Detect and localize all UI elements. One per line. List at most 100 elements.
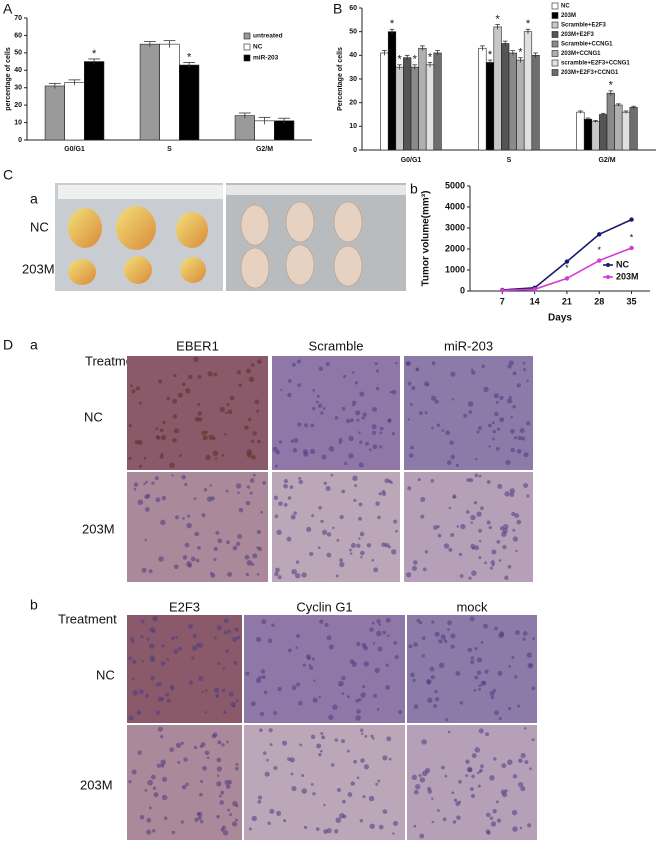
nucleus	[147, 779, 153, 786]
nucleus	[213, 557, 217, 562]
nucleus	[360, 556, 363, 559]
nucleus	[502, 523, 509, 530]
nucleus	[287, 757, 291, 762]
nucleus	[498, 717, 502, 721]
error-bar	[510, 50, 516, 56]
nucleus	[235, 483, 242, 489]
nucleus	[427, 697, 433, 703]
nucleus	[424, 381, 430, 387]
nucleus	[206, 756, 210, 760]
nucleus	[334, 415, 339, 420]
panel-sublabel: b	[410, 181, 418, 197]
nucleus	[196, 643, 200, 647]
nucleus	[207, 371, 213, 377]
nucleus	[139, 814, 145, 820]
nucleus	[141, 567, 147, 573]
nucleus	[143, 456, 147, 460]
nucleus	[182, 517, 185, 520]
nucleus	[494, 710, 499, 716]
nucleus	[346, 749, 350, 753]
point	[564, 259, 570, 264]
row-label: 203M	[82, 521, 115, 536]
nucleus	[312, 697, 318, 703]
nucleus	[235, 818, 239, 822]
nucleus	[330, 763, 335, 767]
nucleus	[286, 536, 292, 542]
nucleus	[348, 453, 354, 459]
nucleus	[277, 686, 282, 692]
panel-label: B	[333, 1, 342, 17]
nucleus	[266, 758, 269, 762]
row-label: 203M	[80, 777, 113, 792]
nucleus	[202, 765, 207, 771]
nucleus	[271, 623, 275, 627]
nucleus	[283, 483, 288, 489]
nucleus	[487, 831, 491, 835]
nucleus	[169, 684, 175, 690]
nucleus	[318, 695, 321, 699]
nucleus	[260, 669, 266, 674]
nucleus	[341, 692, 345, 696]
nucleus	[351, 371, 355, 374]
nucleus	[296, 359, 301, 364]
nucleus	[455, 463, 460, 468]
nucleus	[512, 371, 517, 376]
tumor	[180, 257, 206, 283]
nucleus	[338, 441, 342, 445]
x-axis-label: Days	[548, 313, 572, 324]
nucleus	[251, 815, 257, 822]
nucleus	[410, 672, 415, 678]
nucleus	[321, 454, 327, 460]
nucleus	[166, 657, 170, 661]
nucleus	[160, 735, 164, 739]
nucleus	[358, 502, 363, 507]
nucleus	[184, 542, 190, 548]
nucleus	[197, 811, 203, 817]
nucleus	[477, 784, 481, 788]
nucleus	[419, 777, 426, 783]
nucleus	[355, 715, 361, 721]
bar	[64, 82, 85, 141]
y-tick-label: 40	[349, 52, 357, 59]
nucleus	[326, 827, 332, 834]
nucleus	[235, 699, 239, 703]
nucleus	[135, 386, 141, 391]
tumor	[124, 256, 152, 284]
nucleus	[473, 688, 477, 692]
nucleus	[200, 742, 206, 747]
nucleus	[326, 532, 332, 537]
nucleus	[317, 403, 323, 408]
nucleus	[198, 676, 204, 682]
nucleus	[508, 360, 514, 366]
nucleus	[526, 421, 531, 426]
nucleus	[360, 732, 364, 735]
nucleus	[395, 361, 398, 365]
nucleus	[469, 616, 475, 622]
panel-sublabel: b	[30, 597, 38, 613]
nucleus	[524, 727, 527, 730]
nucleus	[227, 571, 233, 577]
nucleus	[385, 663, 389, 667]
nucleus	[498, 632, 504, 639]
nucleus	[325, 361, 330, 367]
nucleus	[388, 545, 391, 549]
nucleus	[526, 379, 529, 383]
nucleus	[296, 634, 300, 638]
significance-star: *	[187, 51, 192, 63]
nucleus	[362, 412, 367, 417]
bar	[433, 52, 442, 151]
nucleus	[478, 539, 482, 543]
nucleus	[501, 763, 507, 769]
nucleus	[226, 540, 230, 545]
nucleus	[360, 728, 364, 733]
nucleus	[346, 695, 350, 699]
y-tick-label: 4000	[445, 201, 465, 211]
nucleus	[510, 428, 515, 434]
nucleus	[377, 779, 381, 783]
nucleus	[203, 488, 208, 492]
error-bar	[412, 64, 418, 70]
bar	[629, 107, 638, 151]
nucleus	[235, 804, 239, 808]
nucleus	[250, 701, 256, 707]
nucleus	[447, 730, 451, 734]
